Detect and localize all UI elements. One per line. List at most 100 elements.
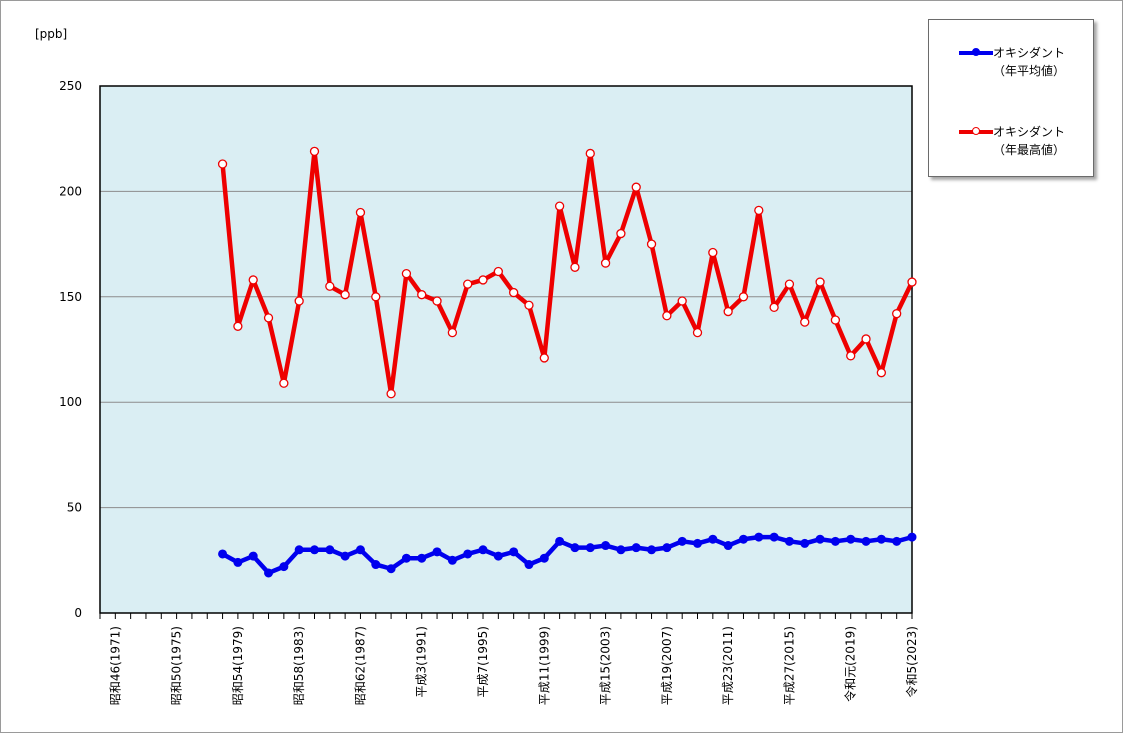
legend-entry-average: オキシダント （年平均値）: [929, 42, 1093, 82]
legend-entry-maximum: オキシダント （年最高値）: [929, 121, 1093, 161]
data-point: [800, 538, 810, 548]
data-point: [294, 545, 304, 555]
plot-border: [99, 85, 913, 614]
data-point: [784, 279, 795, 289]
data-point: [432, 296, 442, 306]
data-point: [463, 279, 473, 289]
y-unit-label: [ppb]: [35, 27, 67, 41]
y-tick-label: 250: [59, 79, 82, 93]
data-point: [371, 560, 381, 570]
data-point: [279, 562, 289, 572]
data-point: [830, 536, 840, 546]
data-point: [846, 351, 856, 361]
data-point: [386, 564, 396, 574]
data-point: [218, 549, 228, 559]
series: [217, 146, 917, 578]
x-tick-labels: 昭和46(1971) 昭和50(1975) 昭和54(1979) 昭和58(1983)…: [108, 626, 919, 705]
data-point: [647, 545, 657, 555]
data-point: [585, 148, 595, 159]
data-point: [616, 545, 626, 555]
data-point: [355, 545, 365, 555]
data-point: [784, 536, 794, 546]
data-point: [876, 534, 886, 544]
y-tick-label: 100: [59, 395, 82, 409]
legend-label-maximum: オキシダント （年最高値）: [993, 125, 1066, 157]
data-point: [355, 207, 366, 218]
y-tick-label: 150: [59, 290, 82, 304]
data-point: [662, 543, 672, 553]
data-point: [769, 532, 779, 542]
x-tick-label: 令和5(2023): [904, 626, 919, 698]
data-point: [524, 560, 534, 570]
data-point: [263, 313, 274, 323]
data-point: [233, 321, 243, 331]
data-point: [861, 536, 871, 546]
data-point: [217, 159, 228, 169]
x-tick-label: 平成19(2007): [660, 626, 674, 705]
data-point: [478, 275, 488, 285]
x-tick-label: 昭和58(1983): [292, 626, 306, 705]
data-point: [294, 296, 304, 306]
data-point: [539, 553, 549, 563]
data-point: [769, 302, 779, 312]
data-point: [340, 551, 350, 561]
data-point: [601, 541, 611, 551]
data-point: [754, 532, 764, 542]
data-point: [248, 275, 258, 285]
data-point: [585, 543, 595, 553]
data-point: [309, 146, 320, 156]
data-point: [830, 315, 841, 325]
data-point: [417, 553, 427, 563]
data-point: [432, 547, 442, 557]
x-tick-label: 平成23(2011): [721, 626, 735, 705]
data-point: [631, 543, 641, 553]
data-point: [907, 277, 917, 287]
data-point: [738, 534, 748, 544]
data-point: [846, 534, 856, 544]
data-point: [264, 568, 274, 578]
x-tick-label: 昭和46(1971): [108, 626, 122, 705]
data-point: [662, 311, 672, 321]
data-point: [892, 536, 902, 546]
x-tick-label: 平成7(1995): [476, 626, 490, 698]
data-point: [447, 555, 457, 565]
data-point: [692, 327, 703, 338]
series-1: [217, 146, 917, 399]
series-line: [220, 149, 915, 397]
data-point: [509, 287, 519, 298]
axes: [99, 85, 913, 619]
data-point: [386, 389, 396, 399]
data-point: [371, 292, 381, 302]
data-point: [509, 547, 519, 557]
y-tick-label: 200: [59, 184, 82, 198]
data-point: [861, 334, 871, 344]
series-0: [218, 532, 917, 578]
data-point: [340, 290, 350, 300]
data-point: [478, 545, 488, 555]
legend: オキシダント （年平均値） オキシダント （年最高値）: [928, 19, 1094, 177]
data-point: [401, 268, 412, 279]
data-point: [447, 327, 458, 338]
data-point: [815, 277, 825, 287]
data-point: [723, 306, 733, 317]
data-point: [570, 262, 580, 272]
x-tick-label: 平成27(2015): [782, 626, 796, 705]
data-point: [708, 534, 718, 544]
data-point: [570, 543, 580, 553]
plot-area: [100, 86, 912, 613]
data-point: [693, 538, 703, 548]
y-tick-label: 0: [74, 606, 82, 620]
data-point: [524, 300, 534, 310]
data-point: [325, 545, 335, 555]
data-point: [233, 557, 243, 567]
data-point: [493, 266, 503, 277]
data-point: [555, 536, 565, 546]
data-point: [616, 228, 626, 239]
data-point: [248, 551, 258, 561]
y-tick-labels: 0 50 100 150 200 250: [59, 79, 82, 620]
data-point: [600, 258, 611, 268]
x-tick-label: 昭和62(1987): [353, 626, 367, 705]
data-point: [754, 205, 764, 216]
